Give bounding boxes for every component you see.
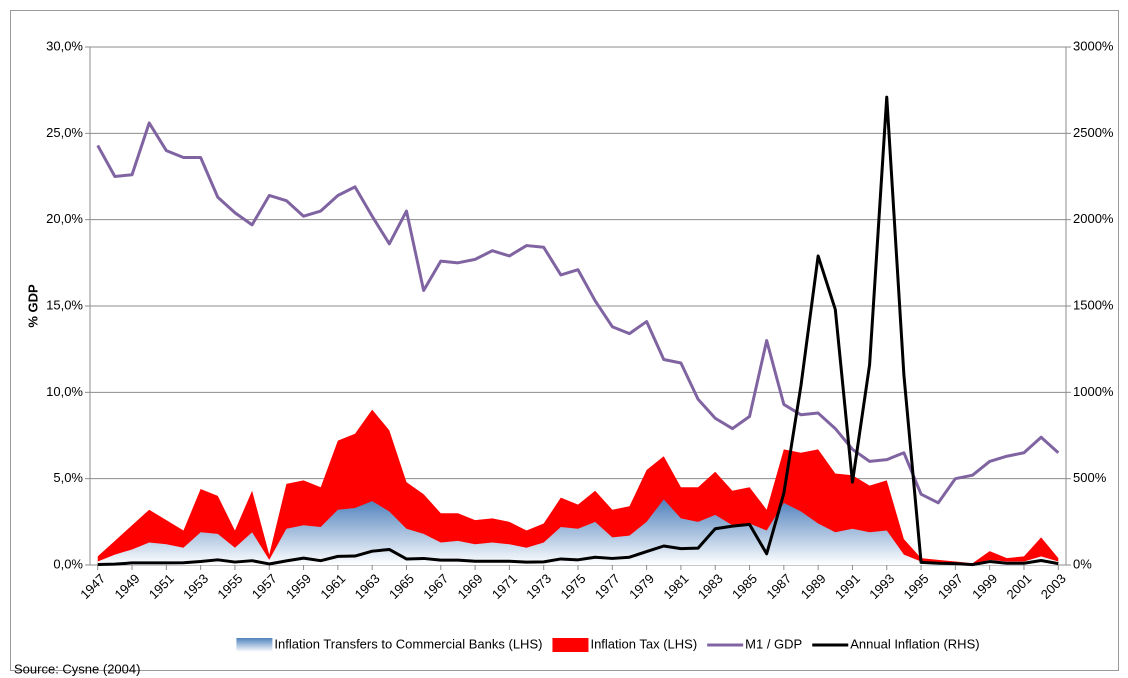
x-tick-label: 1991 xyxy=(832,571,863,602)
legend-label: Inflation Tax (LHS) xyxy=(590,636,697,651)
x-tick-label: 1977 xyxy=(592,571,623,602)
x-tick-label: 1981 xyxy=(660,571,691,602)
x-tick-label: 1955 xyxy=(214,571,245,602)
x-tick-label: 1965 xyxy=(386,571,417,602)
y2-tick-label: 1000% xyxy=(1073,384,1114,399)
x-tick-label: 1959 xyxy=(283,571,314,602)
y-axis-title: % GDP xyxy=(25,284,40,328)
y2-tick-label: 0% xyxy=(1073,556,1092,571)
x-tick-label: 1957 xyxy=(249,571,280,602)
x-tick-label: 1971 xyxy=(489,571,520,602)
y2-tick-label: 500% xyxy=(1073,470,1107,485)
x-tick-label: 1985 xyxy=(729,571,760,602)
y-tick-label: 15,0% xyxy=(46,297,83,312)
x-tick-label: 1967 xyxy=(420,571,451,602)
line xyxy=(97,95,1059,567)
x-tick-label: 1979 xyxy=(626,571,657,602)
x-tick-label: 1999 xyxy=(969,571,1000,602)
x-tick-label: 1969 xyxy=(455,571,486,602)
y-tick-label: 10,0% xyxy=(46,384,83,399)
x-tick-label: 1947 xyxy=(77,571,108,602)
legend-label: Inflation Transfers to Commercial Banks … xyxy=(274,636,542,651)
x-tick-label: 1951 xyxy=(146,571,177,602)
x-tick-label: 2001 xyxy=(1003,571,1034,602)
x-tick-label: 1961 xyxy=(317,571,348,602)
y-tick-label: 20,0% xyxy=(46,211,83,226)
x-tick-label: 1995 xyxy=(901,571,932,602)
y-tick-label: 25,0% xyxy=(46,125,83,140)
y2-tick-label: 2500% xyxy=(1073,125,1114,140)
x-tick-label: 1975 xyxy=(557,571,588,602)
y-tick-label: 0,0% xyxy=(53,556,83,571)
chart-border xyxy=(10,10,1119,671)
y-tick-label: 5,0% xyxy=(53,470,83,485)
area xyxy=(97,499,1059,565)
y-tick-label: 30,0% xyxy=(46,38,83,53)
y2-tick-label: 3000% xyxy=(1073,38,1114,53)
x-tick-label: 1963 xyxy=(352,571,383,602)
x-tick-label: 1997 xyxy=(935,571,966,602)
legend-label: Annual Inflation (RHS) xyxy=(850,636,979,651)
x-tick-label: 2003 xyxy=(1038,571,1069,602)
x-tick-label: 1973 xyxy=(523,571,554,602)
x-tick-label: 1953 xyxy=(180,571,211,602)
y2-tick-label: 1500% xyxy=(1073,297,1114,312)
source-note: Source: Cysne (2004) xyxy=(14,661,140,676)
legend-label: M1 / GDP xyxy=(745,636,802,651)
legend-swatch xyxy=(236,638,273,652)
x-tick-label: 1993 xyxy=(866,571,897,602)
x-tick-label: 1983 xyxy=(695,571,726,602)
legend-swatch xyxy=(552,638,589,652)
y2-tick-label: 2000% xyxy=(1073,211,1114,226)
x-tick-label: 1949 xyxy=(112,571,143,602)
line xyxy=(96,121,1060,505)
x-tick-label: 1989 xyxy=(798,571,829,602)
x-tick-label: 1987 xyxy=(763,571,794,602)
